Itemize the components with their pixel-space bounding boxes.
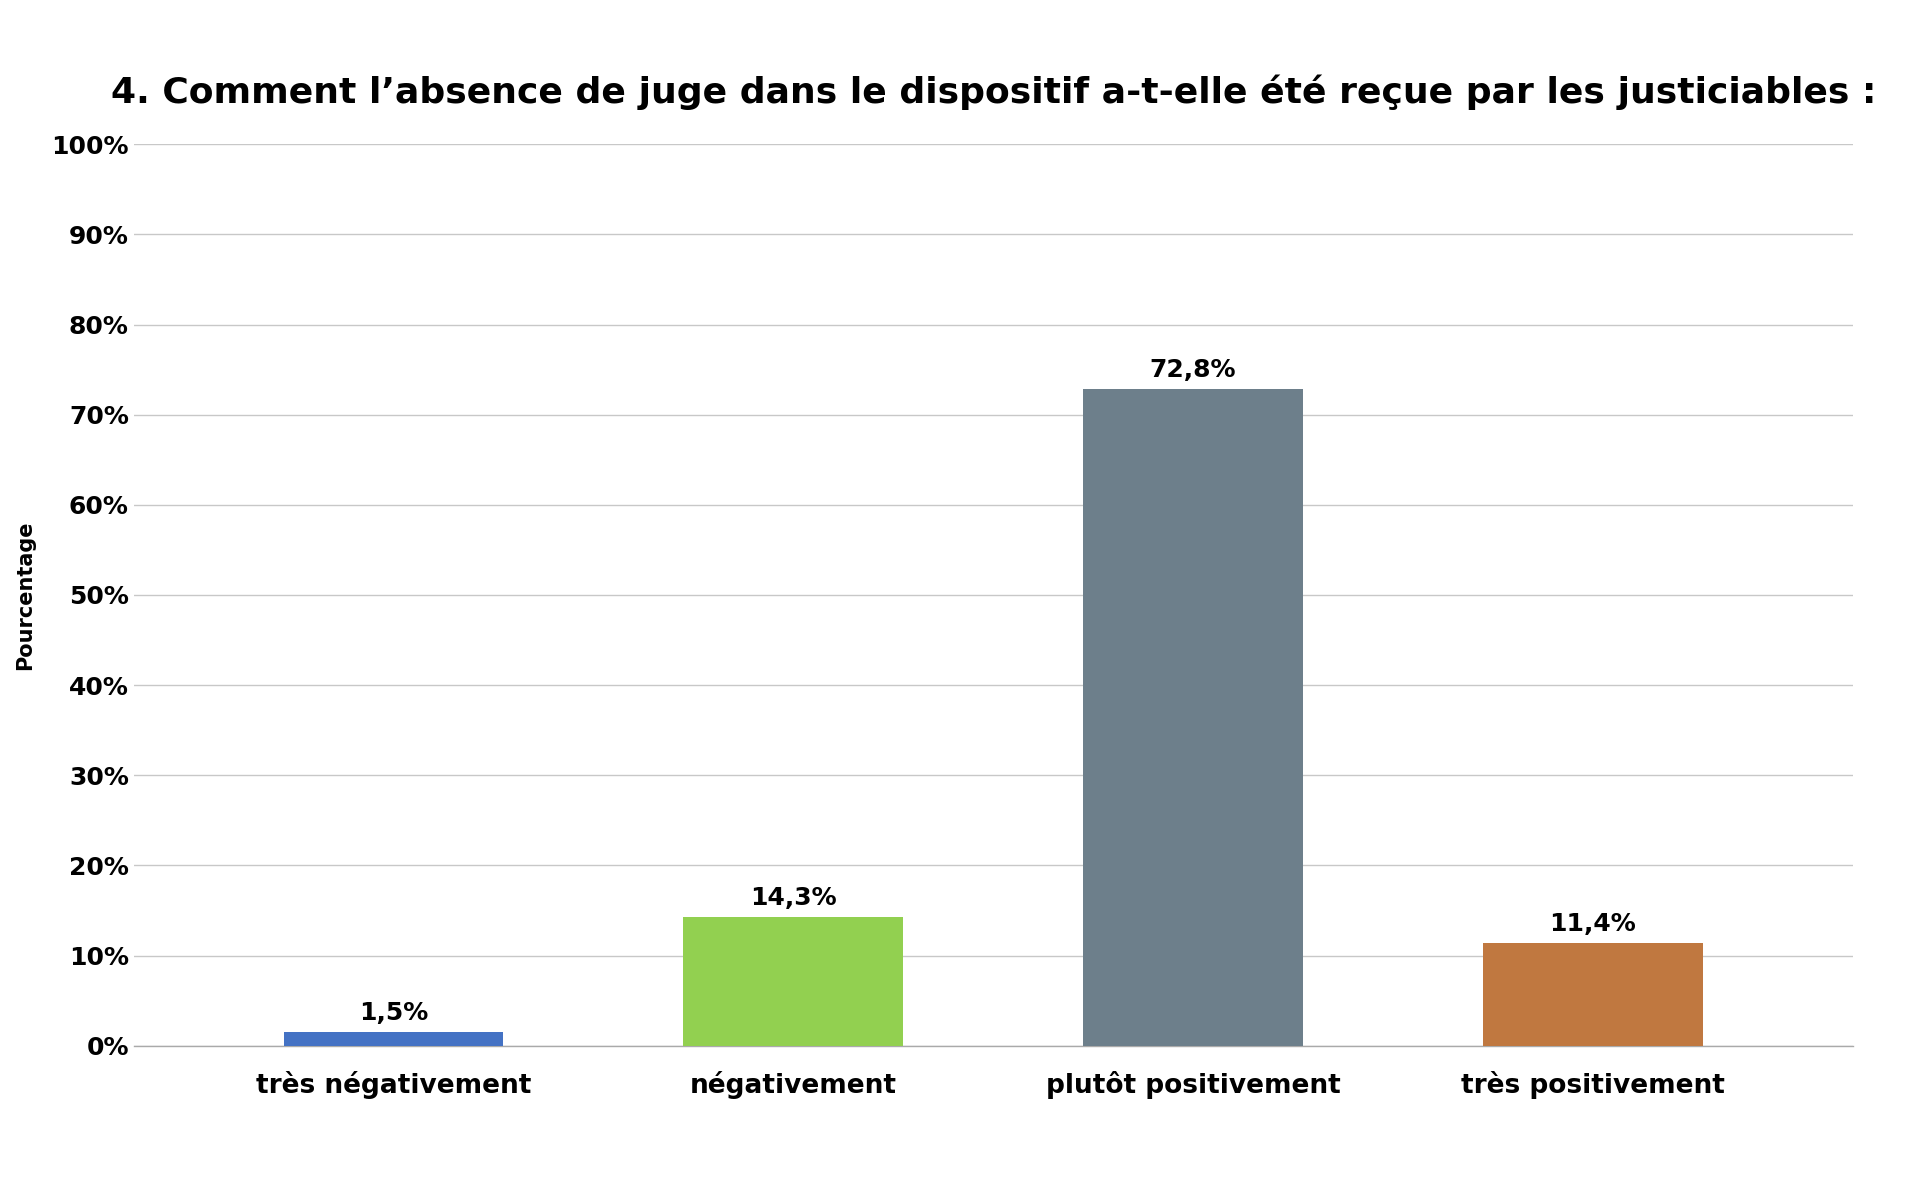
Text: 14,3%: 14,3% bbox=[751, 886, 837, 910]
Text: 72,8%: 72,8% bbox=[1150, 358, 1236, 382]
Y-axis label: Pourcentage: Pourcentage bbox=[15, 520, 34, 670]
Text: 11,4%: 11,4% bbox=[1549, 912, 1637, 935]
Text: 1,5%: 1,5% bbox=[359, 1001, 428, 1025]
Bar bbox=[283, 1033, 504, 1046]
Bar bbox=[684, 917, 903, 1046]
Bar bbox=[1482, 942, 1704, 1046]
Bar bbox=[1083, 389, 1303, 1046]
Title: 4. Comment l’absence de juge dans le dispositif a-t-elle été reçue par les justi: 4. Comment l’absence de juge dans le dis… bbox=[111, 75, 1876, 109]
